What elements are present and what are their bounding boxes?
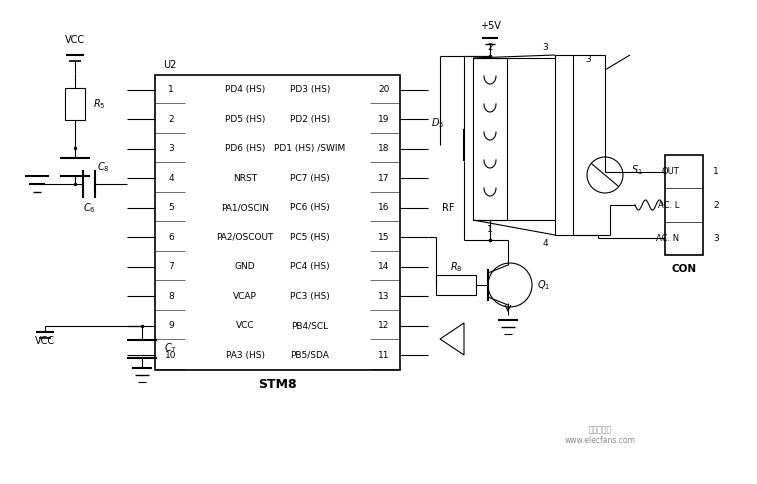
- Text: 1: 1: [487, 226, 493, 235]
- Text: 17: 17: [378, 174, 390, 183]
- Text: 3: 3: [168, 144, 174, 153]
- Text: 3: 3: [542, 43, 548, 51]
- Text: PC5 (HS): PC5 (HS): [290, 233, 330, 242]
- Text: VCAP: VCAP: [233, 292, 257, 301]
- Text: $R_8$: $R_8$: [450, 260, 463, 274]
- Text: 18: 18: [378, 144, 390, 153]
- Text: $S_1$: $S_1$: [631, 163, 643, 177]
- Text: PD1 (HS) /SWIM: PD1 (HS) /SWIM: [274, 144, 346, 153]
- Text: NRST: NRST: [233, 174, 257, 183]
- Text: 2: 2: [168, 115, 174, 124]
- Text: 12: 12: [378, 321, 390, 330]
- Text: PC6 (HS): PC6 (HS): [290, 203, 330, 212]
- Text: GND: GND: [235, 262, 255, 271]
- Text: RF: RF: [442, 203, 454, 213]
- Text: VCC: VCC: [35, 336, 55, 346]
- Text: AC. N: AC. N: [656, 234, 679, 243]
- Text: 15: 15: [378, 233, 390, 242]
- Text: AC. L: AC. L: [658, 200, 679, 210]
- Text: PD5 (HS): PD5 (HS): [225, 115, 265, 124]
- Text: 5: 5: [168, 203, 174, 212]
- Text: $Q_1$: $Q_1$: [537, 278, 550, 292]
- Text: 4: 4: [168, 174, 174, 183]
- Text: $R_5$: $R_5$: [93, 97, 105, 111]
- Text: $C_6$: $C_6$: [83, 201, 95, 215]
- Text: PA3 (HS): PA3 (HS): [226, 351, 264, 360]
- Text: PD2 (HS): PD2 (HS): [290, 115, 330, 124]
- Text: $C_8$: $C_8$: [97, 160, 110, 174]
- Text: STM8: STM8: [257, 378, 296, 391]
- Bar: [436, 275, 476, 295]
- Text: CON: CON: [671, 264, 696, 274]
- Text: PC3 (HS): PC3 (HS): [290, 292, 330, 301]
- Text: 2: 2: [488, 44, 493, 52]
- Text: 14: 14: [378, 262, 390, 271]
- Text: 電子發燒友
www.elecfans.com: 電子發燒友 www.elecfans.com: [565, 425, 635, 445]
- Text: PD6 (HS): PD6 (HS): [225, 144, 265, 153]
- Text: PD3 (HS): PD3 (HS): [290, 85, 330, 94]
- Text: +5V: +5V: [480, 21, 500, 31]
- Text: 16: 16: [378, 203, 390, 212]
- Text: U2: U2: [163, 60, 176, 70]
- Text: 2: 2: [713, 200, 718, 210]
- Text: 1: 1: [713, 167, 718, 176]
- Text: 10: 10: [165, 351, 176, 360]
- Text: PA2/OSCOUT: PA2/OSCOUT: [217, 233, 274, 242]
- Text: 1: 1: [168, 85, 174, 94]
- Text: PB5/SDA: PB5/SDA: [291, 351, 329, 360]
- Text: VCC: VCC: [235, 321, 254, 330]
- Text: 4: 4: [542, 239, 548, 247]
- Text: 20: 20: [378, 85, 390, 94]
- Text: 3: 3: [585, 56, 590, 64]
- Text: 7: 7: [168, 262, 174, 271]
- Text: OUT: OUT: [662, 167, 679, 176]
- Text: 3: 3: [713, 234, 718, 243]
- Bar: [473, 58, 507, 220]
- Text: PD4 (HS): PD4 (HS): [225, 85, 265, 94]
- Text: 6: 6: [168, 233, 174, 242]
- Text: PC7 (HS): PC7 (HS): [290, 174, 330, 183]
- Bar: [155, 75, 400, 370]
- Text: 11: 11: [378, 351, 390, 360]
- Text: 8: 8: [168, 292, 174, 301]
- Text: PC4 (HS): PC4 (HS): [290, 262, 330, 271]
- Bar: [65, 88, 85, 120]
- Text: $D_5$: $D_5$: [431, 116, 444, 130]
- Text: 13: 13: [378, 292, 390, 301]
- Text: PA1/OSCIN: PA1/OSCIN: [221, 203, 269, 212]
- Text: $C_7$: $C_7$: [164, 341, 176, 355]
- Text: 19: 19: [378, 115, 390, 124]
- Bar: [555, 55, 573, 235]
- Bar: [665, 155, 703, 255]
- Text: VCC: VCC: [65, 35, 85, 45]
- Text: 9: 9: [168, 321, 174, 330]
- Text: PB4/SCL: PB4/SCL: [291, 321, 329, 330]
